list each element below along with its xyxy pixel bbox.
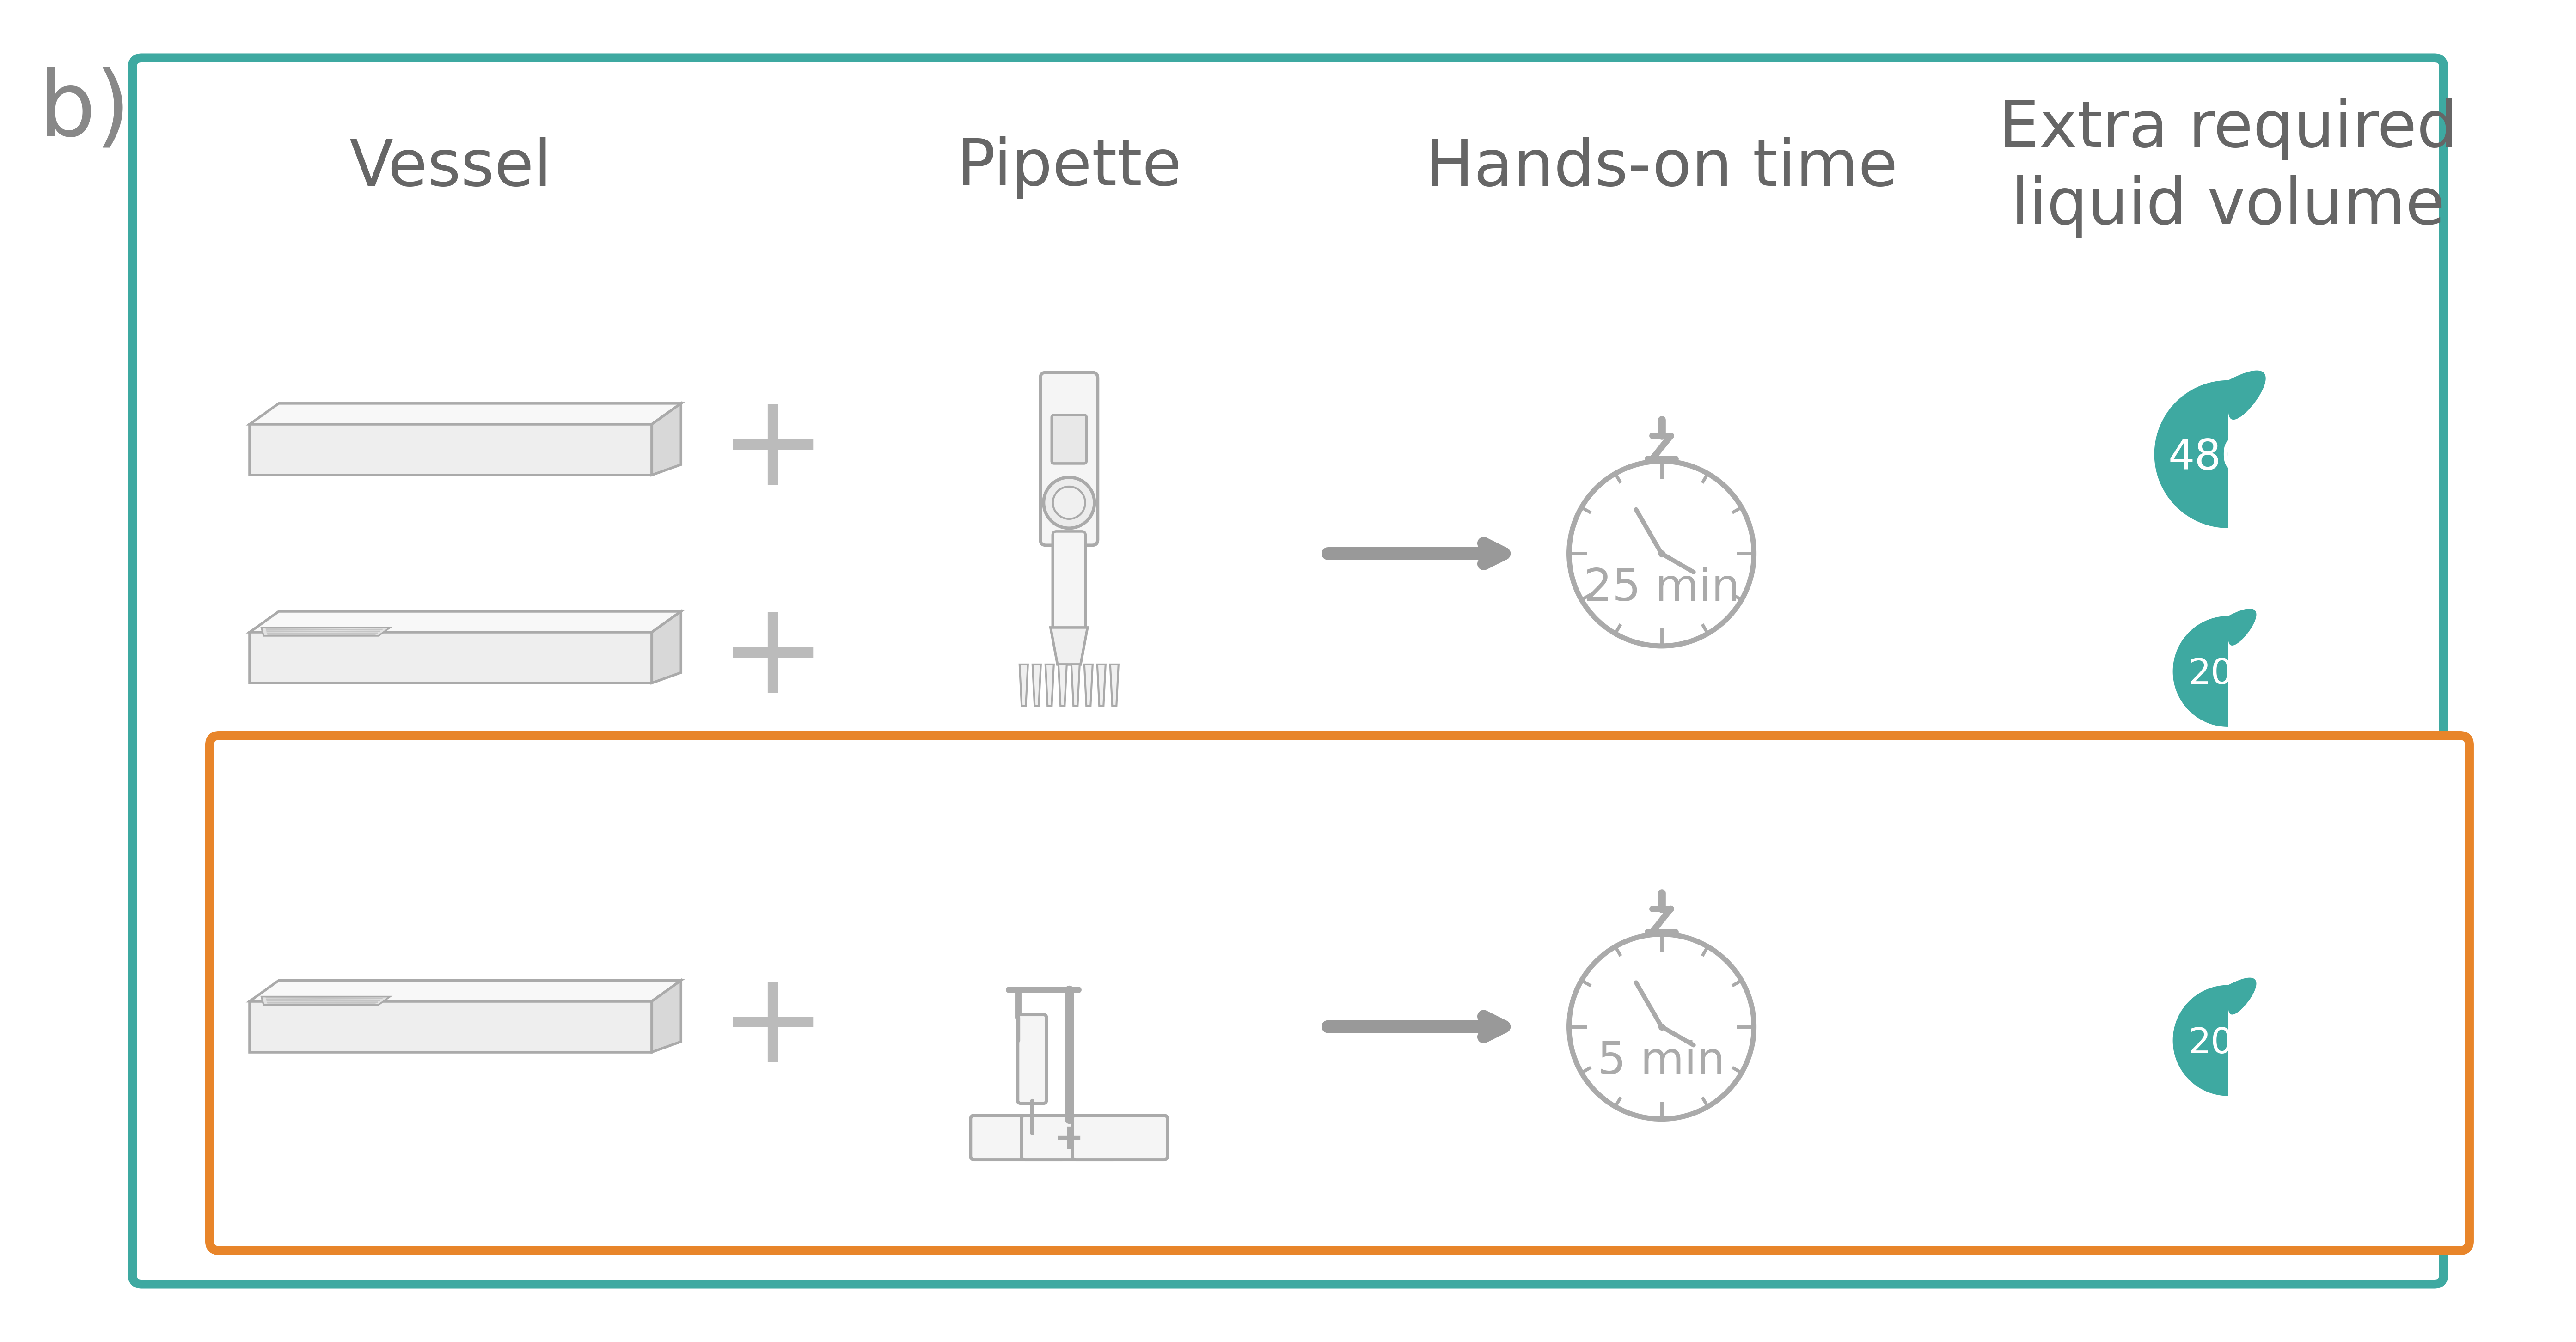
Polygon shape xyxy=(2172,978,2257,1096)
Polygon shape xyxy=(1097,664,1105,706)
Polygon shape xyxy=(1046,664,1054,706)
FancyBboxPatch shape xyxy=(1041,373,1097,545)
Text: Pipette: Pipette xyxy=(956,137,1182,199)
FancyBboxPatch shape xyxy=(971,1115,1066,1159)
Text: Hands-on time: Hands-on time xyxy=(1425,137,1899,199)
FancyBboxPatch shape xyxy=(1072,1115,1167,1159)
Text: +: + xyxy=(719,965,827,1088)
Text: b): b) xyxy=(39,67,131,154)
Polygon shape xyxy=(2172,609,2257,727)
FancyBboxPatch shape xyxy=(1054,531,1084,631)
Text: Vessel: Vessel xyxy=(350,137,551,199)
Polygon shape xyxy=(1084,664,1092,706)
Polygon shape xyxy=(652,404,680,475)
Text: +: + xyxy=(719,388,827,511)
Polygon shape xyxy=(1020,664,1028,706)
Text: 480rx: 480rx xyxy=(2169,437,2287,478)
Polygon shape xyxy=(250,404,680,424)
Text: +: + xyxy=(719,596,827,719)
Text: 20rx: 20rx xyxy=(2190,658,2267,691)
Polygon shape xyxy=(1051,628,1087,664)
FancyBboxPatch shape xyxy=(1018,1015,1046,1103)
FancyBboxPatch shape xyxy=(209,735,2470,1251)
Polygon shape xyxy=(260,997,389,1005)
Polygon shape xyxy=(2154,370,2267,529)
Polygon shape xyxy=(260,628,389,636)
Circle shape xyxy=(1054,487,1084,519)
Polygon shape xyxy=(652,981,680,1052)
Polygon shape xyxy=(250,424,652,475)
Polygon shape xyxy=(1110,664,1118,706)
Polygon shape xyxy=(652,612,680,683)
Polygon shape xyxy=(250,981,680,1001)
FancyBboxPatch shape xyxy=(1051,415,1087,463)
Text: 25 min: 25 min xyxy=(1584,568,1739,611)
Polygon shape xyxy=(250,1001,652,1052)
Text: 20rx: 20rx xyxy=(2190,1027,2267,1060)
Polygon shape xyxy=(1072,664,1079,706)
Polygon shape xyxy=(1059,664,1066,706)
Circle shape xyxy=(1043,478,1095,529)
Text: 5 min: 5 min xyxy=(1597,1040,1726,1083)
Text: Extra required
liquid volume: Extra required liquid volume xyxy=(1999,98,2458,238)
Polygon shape xyxy=(250,632,652,683)
Polygon shape xyxy=(1033,664,1041,706)
FancyBboxPatch shape xyxy=(131,58,2445,1284)
FancyBboxPatch shape xyxy=(1023,1115,1115,1159)
Polygon shape xyxy=(250,612,680,632)
